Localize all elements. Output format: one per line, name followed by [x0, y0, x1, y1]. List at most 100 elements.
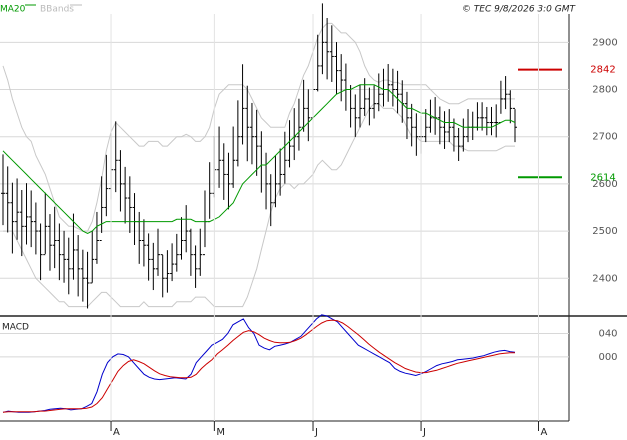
ohlc-bar	[156, 228, 161, 276]
macd-y-tick-labels: 040 000	[598, 329, 617, 363]
ohlc-bar	[62, 230, 67, 283]
ohlc-bar	[470, 111, 475, 140]
ohlc-bar	[409, 103, 414, 147]
ohlc-bar	[184, 205, 189, 253]
ohlc-bar	[306, 89, 311, 142]
ohlc-bar	[165, 250, 170, 293]
ohlc-bar	[423, 109, 428, 143]
ohlc-bar	[137, 211, 142, 264]
ohlc-bar	[339, 54, 344, 102]
ohlc-bar	[10, 182, 15, 254]
legend: MA20 BBands © TEC 9/8/2026 3:0 GMT	[0, 4, 627, 15]
ohlc-bar	[24, 183, 29, 245]
ohlc-bar	[202, 190, 207, 256]
ohlc-bar	[273, 155, 278, 208]
ohlc-bar	[151, 242, 156, 291]
ohlc-bar	[456, 127, 461, 161]
ohlc-bar	[498, 80, 503, 124]
ohlc-bar	[447, 109, 452, 143]
ohlc-bar	[127, 176, 132, 233]
ma20-path	[2, 84, 516, 234]
legend-bbands-label: BBands	[40, 5, 74, 15]
ohlc-bar	[104, 154, 109, 217]
ohlc-bar	[235, 100, 240, 167]
ohlc-bar	[381, 68, 386, 107]
ohlc-bar	[146, 233, 151, 281]
ohlc-bar	[118, 150, 123, 212]
macd-tick-label: 040	[598, 329, 617, 340]
bollinger-bands	[2, 22, 515, 308]
ohlc-bar	[249, 102, 254, 165]
ohlc-bar	[264, 152, 269, 210]
ohlc-bar	[245, 85, 250, 162]
ohlc-bar	[207, 162, 212, 223]
ohlc-bar	[217, 126, 222, 188]
ohlc-bar	[278, 148, 283, 196]
legend-ma20-label: MA20	[0, 5, 26, 15]
macd-panel: MACD 040 000	[0, 314, 618, 422]
ohlc-bar	[513, 107, 517, 143]
ohlc-bar	[57, 223, 62, 281]
ohlc-bar	[437, 106, 442, 145]
ohlc-bar	[254, 109, 259, 176]
ohlc-bar	[301, 79, 306, 132]
ohlc-bar	[47, 214, 52, 271]
macd-line	[2, 314, 516, 413]
ohlc-bar	[188, 228, 193, 276]
ohlc-bar	[442, 111, 447, 149]
ohlc-bar	[376, 73, 381, 112]
ohlc-bar	[231, 126, 236, 188]
reference-lines: 2842 2614	[518, 65, 616, 183]
ohlc-bar	[268, 174, 273, 227]
ohlc-bar	[320, 3, 325, 75]
ohlc-bar	[170, 243, 175, 282]
ohlc-bar	[76, 235, 81, 297]
price-tick-label: 2800	[592, 85, 617, 96]
ohlc-bar	[404, 91, 409, 140]
ohlc-bar	[287, 120, 292, 168]
ohlc-bar	[362, 78, 367, 116]
ohlc-bar	[367, 87, 372, 126]
ohlc-bar	[433, 97, 438, 135]
ohlc-bar	[160, 254, 165, 298]
ohlc-bars	[1, 3, 517, 309]
ohlc-bar	[461, 118, 466, 152]
ohlc-bar	[353, 94, 358, 137]
ohlc-bar	[508, 90, 513, 124]
ohlc-bar	[15, 178, 20, 240]
ohlc-bar	[132, 193, 137, 245]
ohlc-bar	[494, 104, 499, 138]
bb-lower-line	[3, 103, 515, 308]
copyright-text: © TEC 9/8/2026 3:0 GMT	[462, 5, 577, 15]
ohlc-bar	[395, 70, 400, 114]
bb-upper-line	[2, 22, 515, 232]
ohlc-bar	[33, 202, 38, 255]
ohlc-bar	[386, 64, 391, 102]
ohlc-bar	[414, 113, 419, 156]
ohlc-bar	[357, 85, 362, 128]
ohlc-bar	[43, 192, 48, 256]
ohlc-bar	[179, 217, 184, 260]
ohlc-bar	[226, 152, 231, 210]
x-tick-label: J	[422, 427, 426, 438]
ohlc-bar	[451, 118, 456, 152]
ohlc-bar	[85, 251, 90, 309]
ohlc-bar	[292, 108, 297, 161]
ohlc-bar	[334, 42, 339, 94]
x-tick-label: A	[540, 427, 547, 438]
price-y-tick-labels: 2400 2500 2600 2700 2800 2900	[592, 37, 617, 284]
ohlc-bar	[480, 102, 485, 131]
ohlc-bar	[113, 121, 118, 193]
price-tick-label: 2500	[592, 226, 617, 237]
ohlc-bar	[5, 166, 10, 233]
ohlc-bar	[221, 143, 226, 200]
ohlc-bar	[1, 154, 5, 226]
ohlc-bar	[141, 219, 146, 267]
price-panel: 2400 2500 2600 2700 2800 2900 2842 2614	[0, 3, 627, 317]
x-tick-label: M	[216, 427, 225, 438]
ohlc-bar	[71, 213, 76, 280]
price-tick-label: 2900	[592, 37, 617, 48]
ohlc-bar	[428, 99, 433, 133]
price-tick-label: 2400	[592, 273, 617, 284]
